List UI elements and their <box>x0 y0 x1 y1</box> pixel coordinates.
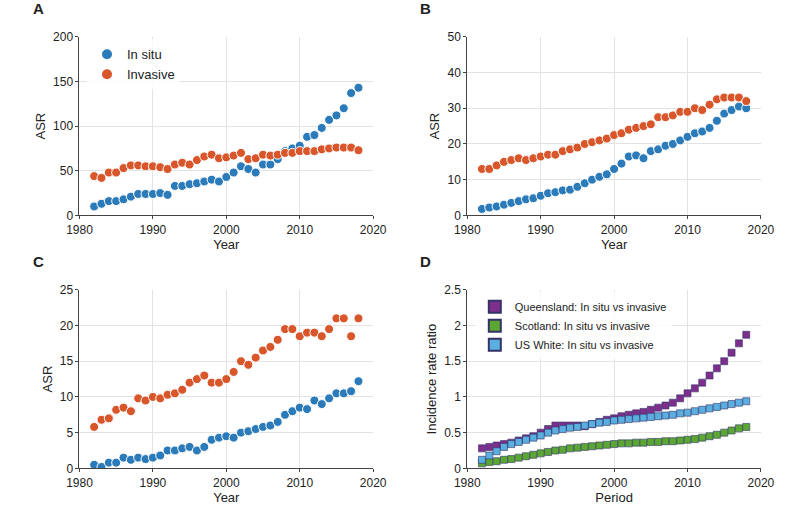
svg-text:1980: 1980 <box>66 223 93 237</box>
svg-text:2.5: 2.5 <box>444 283 461 297</box>
svg-text:2020: 2020 <box>748 476 775 490</box>
svg-text:2010: 2010 <box>286 476 313 490</box>
svg-text:1: 1 <box>454 390 461 404</box>
svg-text:Scotland: In situ vs invasive: Scotland: In situ vs invasive <box>515 320 650 332</box>
svg-text:25: 25 <box>60 283 74 297</box>
svg-text:5: 5 <box>66 426 73 440</box>
svg-text:Year: Year <box>601 237 628 252</box>
svg-text:B: B <box>420 0 431 17</box>
svg-text:200: 200 <box>53 30 73 44</box>
svg-text:40: 40 <box>448 66 462 80</box>
svg-text:1980: 1980 <box>454 223 481 237</box>
svg-text:20: 20 <box>448 137 462 151</box>
svg-text:2010: 2010 <box>674 223 701 237</box>
svg-text:1990: 1990 <box>140 476 167 490</box>
svg-text:2000: 2000 <box>601 223 628 237</box>
svg-text:0: 0 <box>454 462 461 476</box>
svg-text:20: 20 <box>60 319 74 333</box>
svg-text:Incidence rate ratio: Incidence rate ratio <box>424 324 439 435</box>
svg-text:30: 30 <box>448 101 462 115</box>
svg-text:1980: 1980 <box>454 476 481 490</box>
svg-text:10: 10 <box>60 390 74 404</box>
svg-text:50: 50 <box>448 30 462 44</box>
svg-text:2020: 2020 <box>360 223 387 237</box>
svg-text:Queensland: In situ vs invasiv: Queensland: In situ vs invasive <box>515 301 667 313</box>
svg-text:2000: 2000 <box>601 476 628 490</box>
svg-text:2020: 2020 <box>360 476 387 490</box>
svg-text:0: 0 <box>66 209 73 223</box>
svg-text:A: A <box>33 0 44 17</box>
svg-text:US White: In situ vs invasive: US White: In situ vs invasive <box>515 339 654 351</box>
svg-text:1980: 1980 <box>66 476 93 490</box>
svg-text:C: C <box>33 253 44 270</box>
svg-text:2010: 2010 <box>286 223 313 237</box>
svg-text:ASR: ASR <box>40 366 55 393</box>
svg-text:1990: 1990 <box>527 223 554 237</box>
svg-text:ASR: ASR <box>33 113 48 140</box>
svg-text:D: D <box>420 253 431 270</box>
svg-text:2000: 2000 <box>213 223 240 237</box>
svg-text:2000: 2000 <box>213 476 240 490</box>
svg-text:ASR: ASR <box>427 113 442 140</box>
svg-text:Year: Year <box>213 490 240 505</box>
svg-text:In situ: In situ <box>127 47 162 62</box>
svg-text:1990: 1990 <box>140 223 167 237</box>
svg-text:0: 0 <box>66 462 73 476</box>
svg-text:2020: 2020 <box>748 223 775 237</box>
svg-text:100: 100 <box>53 119 73 133</box>
svg-text:Period: Period <box>595 490 633 505</box>
svg-text:2: 2 <box>454 319 461 333</box>
svg-text:Year: Year <box>213 237 240 252</box>
svg-text:2010: 2010 <box>674 476 701 490</box>
svg-text:15: 15 <box>60 354 74 368</box>
svg-text:50: 50 <box>60 164 74 178</box>
svg-text:150: 150 <box>53 75 73 89</box>
svg-text:0: 0 <box>454 209 461 223</box>
svg-text:10: 10 <box>448 173 462 187</box>
svg-text:0.5: 0.5 <box>444 426 461 440</box>
svg-text:1990: 1990 <box>527 476 554 490</box>
svg-text:Invasive: Invasive <box>127 67 175 82</box>
svg-text:1.5: 1.5 <box>444 354 461 368</box>
